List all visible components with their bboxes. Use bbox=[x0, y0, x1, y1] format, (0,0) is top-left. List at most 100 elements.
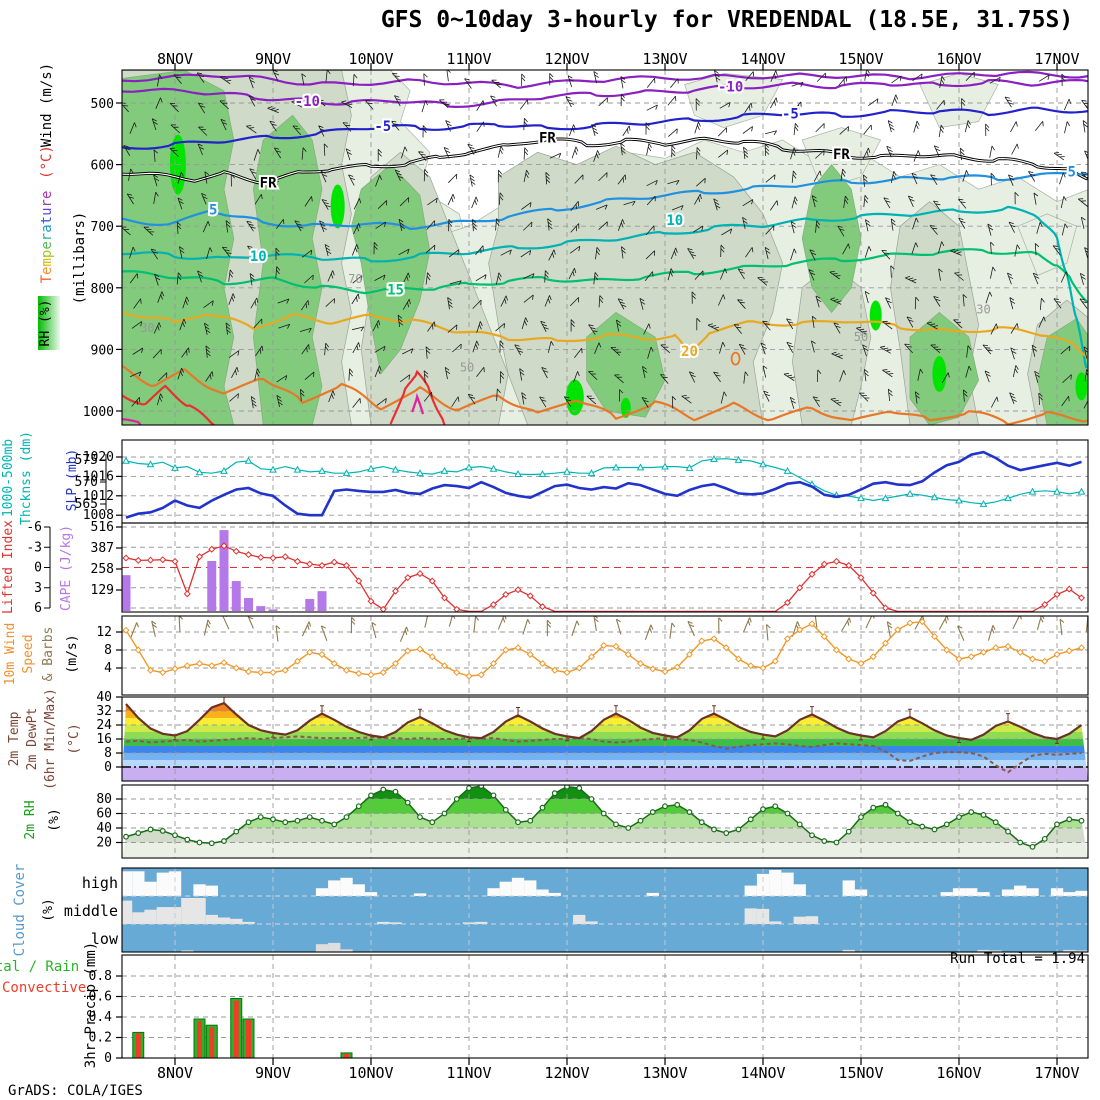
li-tick-label: -3 bbox=[26, 540, 42, 555]
axis-label-cloud-cover: Cloud Cover bbox=[12, 864, 28, 957]
li-tick-label: -6 bbox=[26, 520, 42, 535]
cloud-bar-low bbox=[340, 949, 353, 952]
cape-bar bbox=[256, 606, 266, 611]
wind-tick-label: 8 bbox=[104, 643, 112, 658]
axis-label-3hr-precip: 3hr Precip (mm) bbox=[83, 942, 99, 1068]
axis-label-rh: RH (%) bbox=[38, 300, 53, 347]
axis-label-degc: (°C) bbox=[39, 145, 55, 179]
precip-convective-bar bbox=[246, 1020, 251, 1058]
cloud-row-label: low bbox=[91, 930, 119, 948]
cloud-bar-middle bbox=[132, 912, 145, 924]
slp-tick-label: 1008 bbox=[83, 508, 114, 523]
wind-tick-label: 12 bbox=[96, 625, 112, 640]
precip-tick-label: 0.8 bbox=[89, 969, 112, 984]
date-label-top: 15NOV bbox=[838, 50, 883, 68]
cloud-row-label: high bbox=[82, 874, 118, 892]
cloud-bar-low bbox=[977, 949, 990, 952]
cloud-bar-high bbox=[144, 881, 157, 896]
axis-label-2m-dewpt: 2m DewPt bbox=[25, 708, 40, 771]
axis-label-minmax: (6hr Min/Max) bbox=[43, 688, 58, 790]
cloud-bar-middle bbox=[122, 900, 133, 924]
cloud-bar-middle bbox=[156, 907, 169, 924]
date-label-top: 14NOV bbox=[740, 50, 785, 68]
date-label-bottom: 11NOV bbox=[446, 1064, 491, 1082]
cape-tick-label: 387 bbox=[91, 541, 114, 556]
cloud-bar-high bbox=[793, 884, 806, 896]
rh-contour-label: 50 bbox=[854, 330, 868, 344]
contour-label: -5 bbox=[782, 106, 799, 122]
contour-label: -5 bbox=[374, 119, 391, 135]
cape-bar bbox=[317, 591, 327, 611]
cloud-bar-middle bbox=[217, 917, 231, 924]
cloud-bar-middle bbox=[230, 918, 243, 924]
cloud-bar-high bbox=[487, 888, 500, 896]
panel-upper-air-border bbox=[121, 69, 1089, 426]
axis-label-lifted-index: Lifted Index bbox=[1, 520, 16, 614]
pressure-tick-label: 500 bbox=[91, 97, 114, 112]
cloud-bar-middle bbox=[744, 908, 757, 924]
rh-contour-label: 50 bbox=[460, 360, 474, 374]
contour-label: 15 bbox=[387, 283, 404, 299]
precip-tick-label: 0.6 bbox=[89, 990, 112, 1005]
cloud-bar-high bbox=[352, 884, 365, 896]
temp-tick-label: 0 bbox=[104, 760, 112, 775]
date-label-bottom: 13NOV bbox=[642, 1064, 687, 1082]
axis-label-degc2: (°C) bbox=[67, 723, 82, 754]
cloud-bar-high bbox=[769, 870, 782, 896]
panel-cloud-border bbox=[121, 867, 1089, 953]
temp-tick-label: 40 bbox=[96, 690, 112, 705]
axis-label-temperature: Temperature bbox=[39, 191, 55, 284]
pressure-tick-label: 700 bbox=[91, 220, 114, 235]
li-tick-label: 6 bbox=[34, 601, 42, 616]
cloud-bar-low bbox=[181, 950, 194, 952]
precip-tick-label: 0.2 bbox=[89, 1031, 112, 1046]
cloud-bar-high bbox=[1014, 885, 1027, 896]
panel-li-cape-border bbox=[121, 522, 1089, 613]
contour-label: 5 bbox=[1067, 164, 1075, 180]
date-label-bottom: 16NOV bbox=[936, 1064, 981, 1082]
date-label-top: 13NOV bbox=[642, 50, 687, 68]
axis-label-2m-rh: 2m RH bbox=[23, 800, 38, 839]
axis-label-speed: Speed bbox=[21, 634, 36, 673]
cloud-bar-low bbox=[328, 942, 341, 952]
cloud-bar-low bbox=[842, 949, 855, 952]
axis-label-slp: SLP (mb) bbox=[65, 449, 80, 512]
cape-bar bbox=[305, 598, 315, 611]
cloud-bar-middle bbox=[377, 921, 390, 924]
date-label-bottom: 10NOV bbox=[348, 1064, 393, 1082]
pressure-tick-label: 900 bbox=[91, 343, 114, 358]
precip-convective-bar bbox=[233, 1000, 239, 1058]
precip-tick-label: 0 bbox=[104, 1051, 112, 1066]
cloud-bar-high bbox=[132, 871, 145, 896]
panel-rh2m-border bbox=[121, 784, 1089, 859]
precip-convective-bar bbox=[344, 1053, 349, 1058]
panel-li-cape bbox=[122, 523, 1088, 612]
axis-label-cape: CAPE (J/kg) bbox=[59, 525, 74, 611]
pressure-tick-label: 1000 bbox=[83, 405, 114, 420]
axis-label-cloud-pct: (%) bbox=[41, 898, 56, 921]
cloud-bar-middle bbox=[205, 914, 218, 924]
date-label-top: 9NOV bbox=[255, 50, 291, 68]
contour-label: -10 bbox=[718, 79, 743, 95]
cloud-bar-high bbox=[499, 881, 512, 896]
cloud-bar-high bbox=[781, 872, 794, 896]
cloud-bar-high bbox=[328, 880, 341, 896]
temp-tick-label: 8 bbox=[104, 746, 112, 761]
date-label-top: 17NOV bbox=[1034, 50, 1079, 68]
cloud-bar-high bbox=[536, 889, 549, 896]
contour-label: 5 bbox=[209, 203, 217, 219]
panel-slp-border bbox=[121, 439, 1089, 524]
cloud-row-label: middle bbox=[64, 902, 118, 920]
cloud-bar-high bbox=[854, 889, 868, 896]
cloud-bar-high bbox=[756, 873, 770, 896]
cloud-bar-middle bbox=[769, 921, 782, 924]
cloud-bar-high bbox=[1075, 890, 1088, 896]
contour-label: 20 bbox=[681, 344, 698, 360]
cloud-bar-high bbox=[315, 888, 329, 896]
cape-bar bbox=[231, 581, 241, 611]
axis-label-convective: Convective bbox=[2, 980, 86, 996]
contour-label: FR bbox=[539, 130, 556, 146]
thickness-tick-label: 575 bbox=[75, 453, 98, 468]
